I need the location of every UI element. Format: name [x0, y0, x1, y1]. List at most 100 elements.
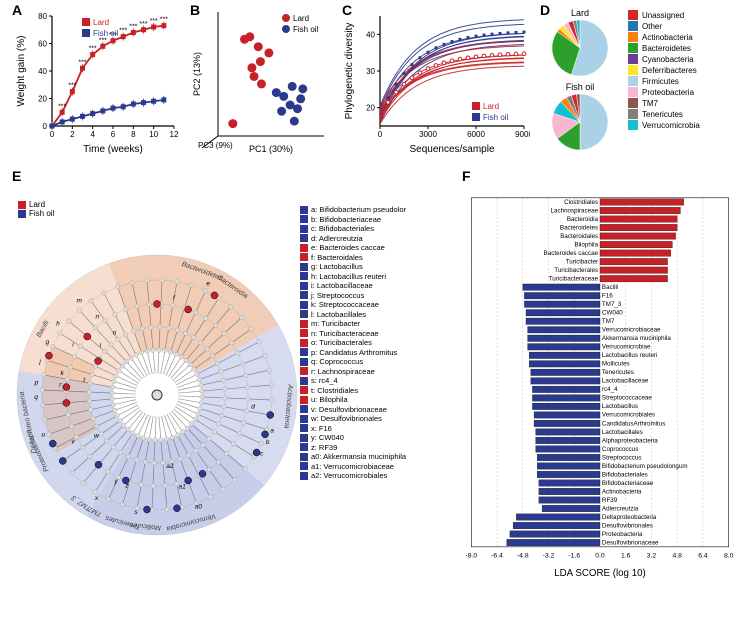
svg-text:Lachnospiraceae: Lachnospiraceae	[551, 207, 599, 214]
svg-text:Streptococcus: Streptococcus	[602, 454, 642, 461]
svg-text:10: 10	[149, 130, 158, 139]
cladogram-key: a: Bifidobacterium pseudolorb: Bifidobac…	[300, 205, 450, 481]
panel-f-label: F	[462, 168, 471, 184]
svg-text:Akkermansia muciniphila: Akkermansia muciniphila	[602, 335, 671, 342]
svg-text:Clostridiales: Clostridiales	[564, 199, 598, 206]
legend-lard: Lard	[29, 200, 45, 209]
svg-text:Lard: Lard	[293, 14, 309, 23]
svg-text:***: ***	[78, 59, 86, 66]
svg-text:20: 20	[38, 95, 47, 104]
svg-text:g: g	[46, 339, 50, 346]
svg-text:Deltaproteobacteria: Deltaproteobacteria	[602, 514, 657, 521]
svg-text:***: ***	[139, 21, 147, 28]
svg-text:Bacteroides caccae: Bacteroides caccae	[544, 250, 599, 257]
svg-text:***: ***	[129, 24, 137, 31]
svg-text:PC3 (9%): PC3 (9%)	[198, 141, 233, 150]
svg-text:Fish oil: Fish oil	[566, 82, 595, 92]
svg-text:***: ***	[99, 37, 107, 44]
svg-text:F16: F16	[602, 293, 613, 300]
svg-text:Bilophila: Bilophila	[574, 241, 598, 248]
svg-text:Bacteroidales: Bacteroidales	[560, 233, 598, 240]
svg-text:CW040: CW040	[602, 310, 623, 317]
svg-text:Time (weeks): Time (weeks)	[83, 144, 143, 154]
svg-text:h: h	[56, 321, 60, 328]
svg-text:Lactobacillus reuteri: Lactobacillus reuteri	[602, 352, 657, 359]
svg-text:-1.6: -1.6	[568, 553, 580, 560]
svg-text:Phylogenetic diversity: Phylogenetic diversity	[344, 23, 355, 120]
svg-text:-4.8: -4.8	[517, 553, 529, 560]
svg-text:Coprococcus: Coprococcus	[602, 446, 638, 453]
svg-text:0.0: 0.0	[595, 553, 605, 560]
panel-a-chart: 024681012020406080Time (weeks)Weight gai…	[12, 4, 182, 154]
svg-text:3000: 3000	[419, 130, 437, 139]
svg-text:***: ***	[160, 17, 168, 24]
svg-text:1.6: 1.6	[621, 553, 631, 560]
svg-text:Fish oil: Fish oil	[93, 29, 119, 38]
svg-text:b: b	[266, 439, 270, 446]
svg-text:Fish oil: Fish oil	[483, 113, 509, 122]
svg-text:Sequences/sample: Sequences/sample	[409, 144, 494, 154]
svg-text:CandidatusArthromitus: CandidatusArthromitus	[602, 420, 665, 427]
svg-text:Alphaproteobacteria: Alphaproteobacteria	[602, 437, 658, 444]
svg-text:40: 40	[366, 30, 375, 39]
svg-text:Turicibacter: Turicibacter	[566, 259, 598, 266]
svg-text:Proteobacteria: Proteobacteria	[602, 531, 643, 538]
panel-e-legend: Lard Fish oil	[18, 200, 54, 218]
svg-text:***: ***	[119, 28, 127, 35]
svg-text:0: 0	[378, 130, 383, 139]
svg-text:a0: a0	[195, 504, 203, 511]
svg-text:6000: 6000	[467, 130, 485, 139]
svg-text:Actinobacteria: Actinobacteria	[602, 488, 642, 495]
svg-text:9000: 9000	[515, 130, 530, 139]
svg-text:Turicibacteraceae: Turicibacteraceae	[549, 276, 599, 283]
svg-text:8.0: 8.0	[724, 553, 734, 560]
svg-text:Tenericutes: Tenericutes	[602, 369, 634, 376]
svg-text:RF39: RF39	[602, 497, 618, 504]
svg-text:3.2: 3.2	[647, 553, 657, 560]
svg-text:Lard: Lard	[93, 18, 109, 27]
svg-text:0: 0	[50, 130, 55, 139]
svg-text:30: 30	[366, 67, 375, 76]
svg-text:Verrucomicrobiaceae: Verrucomicrobiaceae	[602, 327, 661, 334]
svg-text:Bacteroidetes: Bacteroidetes	[560, 224, 598, 231]
svg-text:80: 80	[38, 12, 47, 21]
svg-text:Bacilli: Bacilli	[602, 284, 618, 291]
panel-c-chart: 0 3000 6000 9000 20 30 40 Sequences/sample Phylo…	[340, 4, 530, 154]
svg-text:u: u	[41, 431, 45, 438]
panel-b-chart: PC1 (30%) PC2 (13%) PC3 (9%) Lard Fish oil	[190, 4, 330, 154]
svg-text:PC1 (30%): PC1 (30%)	[249, 144, 293, 154]
svg-text:***: ***	[150, 18, 158, 25]
svg-text:8: 8	[131, 130, 136, 139]
phyla-legend: UnassignedOtherActinobacteriaBacteroidet…	[628, 10, 700, 131]
svg-text:q: q	[34, 394, 38, 401]
svg-text:-8.0: -8.0	[465, 553, 477, 560]
svg-text:Fish oil: Fish oil	[293, 25, 319, 34]
svg-text:60: 60	[38, 40, 47, 49]
svg-text:***: ***	[89, 46, 97, 53]
svg-text:PC2 (13%): PC2 (13%)	[192, 52, 202, 96]
svg-text:***: ***	[68, 83, 76, 90]
legend-fish: Fish oil	[29, 209, 54, 218]
svg-text:TM7_3: TM7_3	[602, 301, 622, 308]
svg-text:TM7: TM7	[602, 318, 615, 325]
svg-text:-3.2: -3.2	[543, 553, 555, 560]
svg-text:LDA SCORE (log 10): LDA SCORE (log 10)	[554, 568, 646, 579]
svg-text:Adlercreutzia: Adlercreutzia	[602, 505, 639, 512]
svg-text:Desulfovibrionales: Desulfovibrionales	[602, 522, 653, 529]
svg-text:rc4_4: rc4_4	[602, 386, 618, 393]
svg-text:d: d	[251, 403, 255, 410]
svg-text:-6.4: -6.4	[491, 553, 503, 560]
svg-text:40: 40	[38, 67, 47, 76]
svg-text:***: ***	[58, 103, 66, 110]
svg-text:a2: a2	[166, 463, 174, 470]
svg-text:Weight gain (%): Weight gain (%)	[16, 36, 27, 107]
svg-text:Desulfovibrionaceae: Desulfovibrionaceae	[602, 539, 659, 546]
svg-text:20: 20	[366, 104, 375, 113]
svg-text:6.4: 6.4	[698, 553, 708, 560]
svg-text:12: 12	[170, 130, 179, 139]
svg-text:4: 4	[90, 130, 95, 139]
svg-text:4.8: 4.8	[672, 553, 682, 560]
svg-text:Lard: Lard	[571, 8, 589, 18]
svg-text:p: p	[34, 379, 39, 386]
svg-text:n: n	[95, 314, 99, 321]
